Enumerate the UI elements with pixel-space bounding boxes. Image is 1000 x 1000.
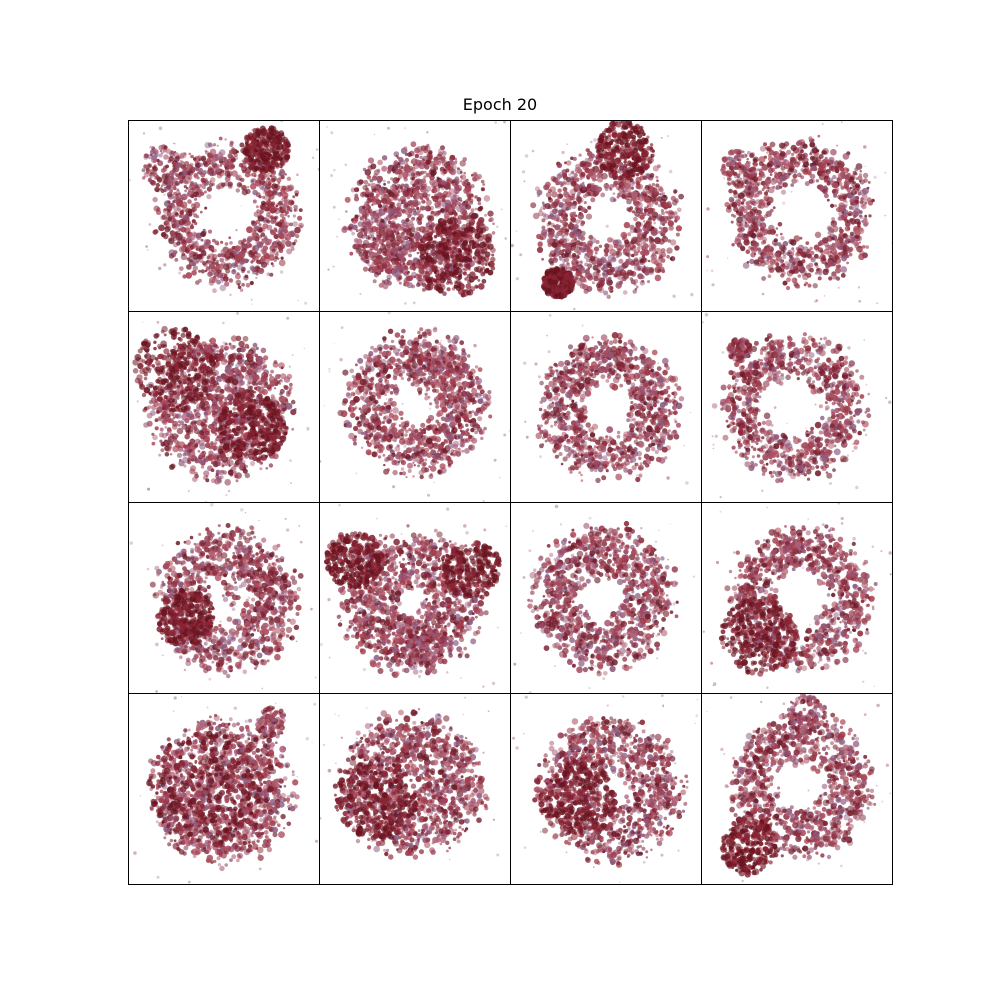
sample-cell [128, 502, 320, 694]
sample-image [702, 312, 892, 499]
sample-cell [510, 120, 702, 312]
sample-texture [320, 504, 507, 688]
sample-cell [701, 120, 893, 312]
sample-texture [512, 694, 699, 884]
sample-cell [510, 502, 702, 694]
sample-image [320, 696, 500, 861]
sample-texture [706, 694, 892, 883]
sample-image [702, 503, 892, 689]
sample-cell [701, 693, 893, 885]
sample-cell [701, 311, 893, 503]
sample-cell [510, 693, 702, 885]
sample-texture [320, 696, 500, 861]
sample-image [133, 696, 319, 884]
sample-cell [128, 693, 320, 885]
sample-texture [702, 503, 892, 689]
figure-title: Epoch 20 [0, 95, 1000, 115]
sample-image [523, 314, 692, 485]
sample-texture [326, 121, 507, 305]
sample-texture [132, 312, 310, 502]
sample-texture [702, 312, 892, 499]
sample-image [513, 504, 695, 693]
sample-image [511, 121, 694, 311]
sample-image [512, 694, 699, 884]
sample-cell [319, 120, 511, 312]
sample-cell [319, 502, 511, 694]
sample-texture [129, 503, 317, 693]
sample-cell [510, 311, 702, 503]
sample-cell [128, 120, 320, 312]
sample-grid [128, 120, 896, 888]
sample-image [129, 121, 319, 305]
sample-texture [129, 121, 319, 305]
sample-texture [706, 121, 892, 305]
sample-image [706, 694, 892, 883]
sample-cell [128, 311, 320, 503]
sample-image [320, 504, 507, 688]
sample-image [320, 312, 510, 502]
sample-image [129, 503, 317, 693]
sample-texture [523, 314, 692, 485]
sample-cell [319, 311, 511, 503]
sample-texture [320, 312, 510, 502]
sample-image [132, 312, 310, 502]
sample-texture [511, 121, 694, 311]
sample-cell [701, 502, 893, 694]
sample-cell [319, 693, 511, 885]
sample-image [326, 121, 507, 305]
sample-texture [133, 696, 319, 884]
sample-texture [513, 504, 695, 693]
sample-image [706, 121, 892, 305]
